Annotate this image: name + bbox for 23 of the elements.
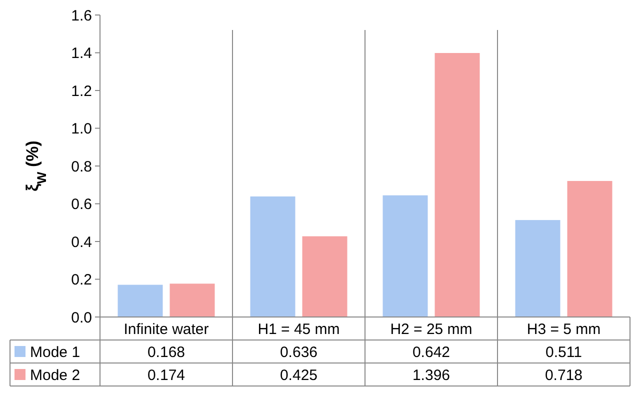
y-tick-label: 0.2 (71, 272, 92, 288)
data-label: 0.642 (412, 344, 450, 361)
data-label: 0.718 (544, 366, 583, 384)
data-label: 0.636 (280, 344, 318, 361)
y-tick-label: 0.0 (71, 309, 92, 326)
y-tick-label: 1.0 (71, 120, 92, 138)
x-tick-label: H2 = 25 mm (390, 320, 472, 338)
data-label: 1.396 (412, 366, 450, 384)
y-tick-label: 0.8 (71, 158, 92, 176)
y-tick-label: 1.6 (71, 7, 92, 24)
legend-label: Mode 2 (30, 366, 80, 384)
y-tick-label: 1.2 (71, 82, 92, 100)
y-tick-label: 1.4 (71, 45, 92, 62)
legend-label: Mode 1 (30, 344, 80, 361)
data-label: 0.425 (280, 366, 318, 384)
data-label: 0.511 (546, 344, 582, 361)
data-label: 0.168 (147, 344, 186, 361)
x-tick-label: H1 = 45 mm (258, 320, 340, 338)
y-tick-label: 0.6 (71, 196, 92, 213)
x-tick-label: Infinite water (124, 320, 209, 338)
x-tick-label: H3 = 5 mm (526, 320, 601, 338)
y-tick-label: 0.4 (71, 234, 92, 251)
data-label: 0.174 (147, 366, 186, 384)
